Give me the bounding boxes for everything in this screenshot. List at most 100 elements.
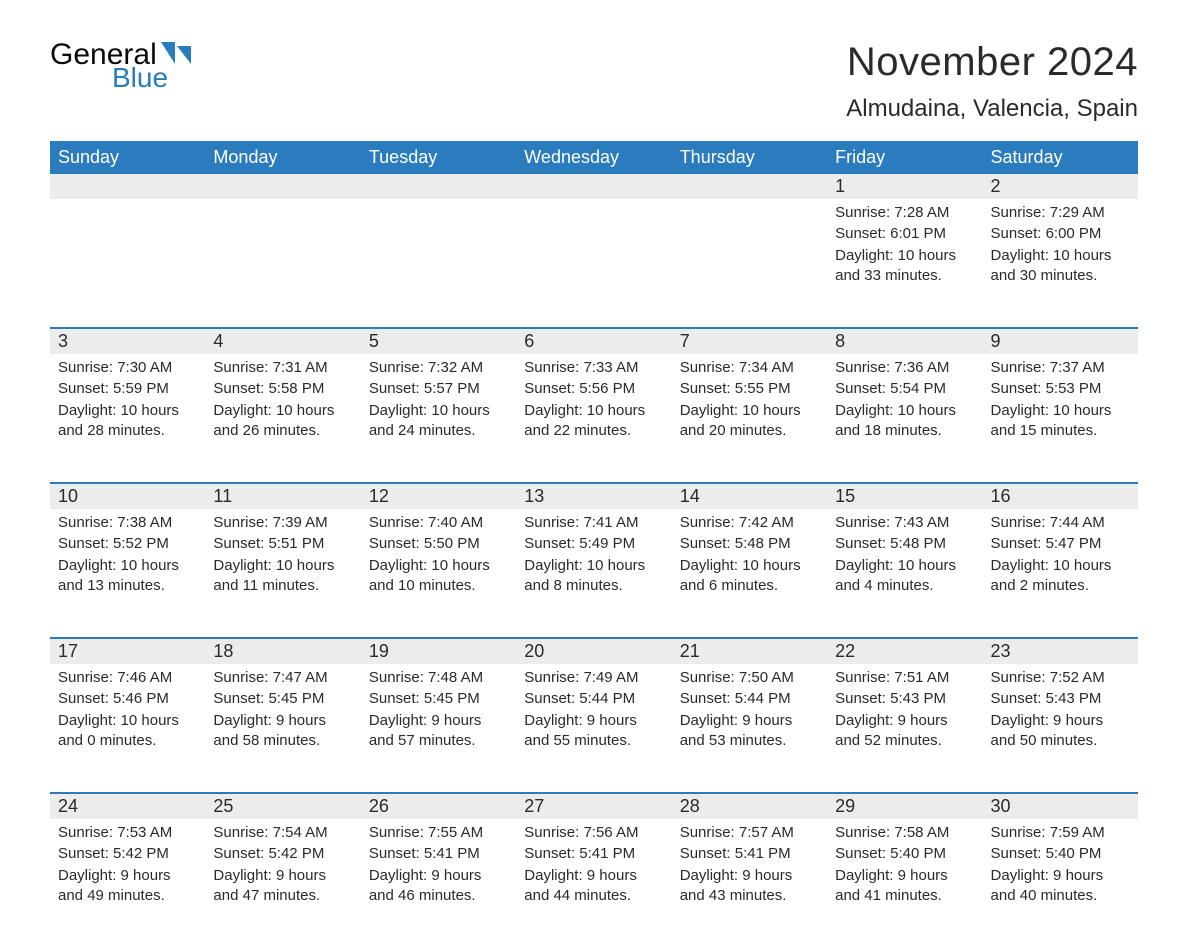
day-body: Sunrise: 7:29 AMSunset: 6:00 PMDaylight:… (983, 199, 1138, 297)
day-number: . (205, 174, 360, 199)
day-body (672, 199, 827, 213)
day-number: 30 (983, 794, 1138, 819)
sunrise-text: Sunrise: 7:55 AM (369, 823, 508, 843)
daylight-text: Daylight: 10 hours and 4 minutes. (835, 556, 974, 597)
day-number: 8 (827, 329, 982, 354)
day-body: Sunrise: 7:53 AMSunset: 5:42 PMDaylight:… (50, 819, 205, 917)
day-cell: Sunrise: 7:48 AMSunset: 5:45 PMDaylight:… (361, 664, 516, 792)
sunrise-text: Sunrise: 7:30 AM (58, 358, 197, 378)
day-number: 25 (205, 794, 360, 819)
day-body: Sunrise: 7:38 AMSunset: 5:52 PMDaylight:… (50, 509, 205, 607)
daylight-text: Daylight: 9 hours and 41 minutes. (835, 866, 974, 907)
day-cell: Sunrise: 7:40 AMSunset: 5:50 PMDaylight:… (361, 509, 516, 637)
sunset-text: Sunset: 5:59 PM (58, 379, 197, 399)
day-number: 1 (827, 174, 982, 199)
dayhead-sunday: Sunday (50, 141, 205, 174)
daylight-text: Daylight: 10 hours and 18 minutes. (835, 401, 974, 442)
day-number: 24 (50, 794, 205, 819)
day-body: Sunrise: 7:54 AMSunset: 5:42 PMDaylight:… (205, 819, 360, 917)
day-number: 28 (672, 794, 827, 819)
day-cell: Sunrise: 7:39 AMSunset: 5:51 PMDaylight:… (205, 509, 360, 637)
sunset-text: Sunset: 5:58 PM (213, 379, 352, 399)
sunrise-text: Sunrise: 7:48 AM (369, 668, 508, 688)
sunrise-text: Sunrise: 7:41 AM (524, 513, 663, 533)
daylight-text: Daylight: 9 hours and 58 minutes. (213, 711, 352, 752)
day-body: Sunrise: 7:59 AMSunset: 5:40 PMDaylight:… (983, 819, 1138, 917)
sunrise-text: Sunrise: 7:59 AM (991, 823, 1130, 843)
sunset-text: Sunset: 5:45 PM (213, 689, 352, 709)
day-number: 4 (205, 329, 360, 354)
daynum-row: 10111213141516 (50, 482, 1138, 509)
sunrise-text: Sunrise: 7:50 AM (680, 668, 819, 688)
sunset-text: Sunset: 5:41 PM (680, 844, 819, 864)
day-body (50, 199, 205, 213)
day-cell: Sunrise: 7:59 AMSunset: 5:40 PMDaylight:… (983, 819, 1138, 947)
week-row: Sunrise: 7:46 AMSunset: 5:46 PMDaylight:… (50, 664, 1138, 792)
day-number: 21 (672, 639, 827, 664)
day-number: 18 (205, 639, 360, 664)
sunset-text: Sunset: 5:40 PM (991, 844, 1130, 864)
day-cell: Sunrise: 7:37 AMSunset: 5:53 PMDaylight:… (983, 354, 1138, 482)
day-body: Sunrise: 7:40 AMSunset: 5:50 PMDaylight:… (361, 509, 516, 607)
daynum-row: 24252627282930 (50, 792, 1138, 819)
sunrise-text: Sunrise: 7:34 AM (680, 358, 819, 378)
daylight-text: Daylight: 9 hours and 40 minutes. (991, 866, 1130, 907)
day-number: 7 (672, 329, 827, 354)
day-cell (361, 199, 516, 327)
daylight-text: Daylight: 9 hours and 47 minutes. (213, 866, 352, 907)
sunset-text: Sunset: 5:55 PM (680, 379, 819, 399)
day-cell: Sunrise: 7:46 AMSunset: 5:46 PMDaylight:… (50, 664, 205, 792)
day-cell: Sunrise: 7:54 AMSunset: 5:42 PMDaylight:… (205, 819, 360, 947)
day-body: Sunrise: 7:28 AMSunset: 6:01 PMDaylight:… (827, 199, 982, 297)
day-number: 17 (50, 639, 205, 664)
day-body: Sunrise: 7:37 AMSunset: 5:53 PMDaylight:… (983, 354, 1138, 452)
dayhead-tuesday: Tuesday (361, 141, 516, 174)
day-body: Sunrise: 7:58 AMSunset: 5:40 PMDaylight:… (827, 819, 982, 917)
week-row: Sunrise: 7:28 AMSunset: 6:01 PMDaylight:… (50, 199, 1138, 327)
day-cell (205, 199, 360, 327)
day-cell: Sunrise: 7:47 AMSunset: 5:45 PMDaylight:… (205, 664, 360, 792)
sunrise-text: Sunrise: 7:33 AM (524, 358, 663, 378)
daylight-text: Daylight: 9 hours and 50 minutes. (991, 711, 1130, 752)
day-body: Sunrise: 7:49 AMSunset: 5:44 PMDaylight:… (516, 664, 671, 762)
day-number: 5 (361, 329, 516, 354)
sunrise-text: Sunrise: 7:29 AM (991, 203, 1130, 223)
sunrise-text: Sunrise: 7:53 AM (58, 823, 197, 843)
sunset-text: Sunset: 5:41 PM (369, 844, 508, 864)
logo: General Blue (50, 40, 199, 92)
day-cell: Sunrise: 7:57 AMSunset: 5:41 PMDaylight:… (672, 819, 827, 947)
day-number: . (361, 174, 516, 199)
day-cell: Sunrise: 7:33 AMSunset: 5:56 PMDaylight:… (516, 354, 671, 482)
daylight-text: Daylight: 10 hours and 13 minutes. (58, 556, 197, 597)
day-body: Sunrise: 7:57 AMSunset: 5:41 PMDaylight:… (672, 819, 827, 917)
dayhead-saturday: Saturday (983, 141, 1138, 174)
day-header-row: Sunday Monday Tuesday Wednesday Thursday… (50, 141, 1138, 174)
day-cell: Sunrise: 7:34 AMSunset: 5:55 PMDaylight:… (672, 354, 827, 482)
day-cell: Sunrise: 7:56 AMSunset: 5:41 PMDaylight:… (516, 819, 671, 947)
sunrise-text: Sunrise: 7:56 AM (524, 823, 663, 843)
sunrise-text: Sunrise: 7:47 AM (213, 668, 352, 688)
day-number: 15 (827, 484, 982, 509)
daynum-row: 17181920212223 (50, 637, 1138, 664)
sunset-text: Sunset: 5:41 PM (524, 844, 663, 864)
day-cell: Sunrise: 7:50 AMSunset: 5:44 PMDaylight:… (672, 664, 827, 792)
sunrise-text: Sunrise: 7:39 AM (213, 513, 352, 533)
daylight-text: Daylight: 10 hours and 22 minutes. (524, 401, 663, 442)
sunrise-text: Sunrise: 7:31 AM (213, 358, 352, 378)
sunrise-text: Sunrise: 7:52 AM (991, 668, 1130, 688)
day-number: 26 (361, 794, 516, 819)
daylight-text: Daylight: 10 hours and 30 minutes. (991, 246, 1130, 287)
day-cell: Sunrise: 7:51 AMSunset: 5:43 PMDaylight:… (827, 664, 982, 792)
day-body: Sunrise: 7:52 AMSunset: 5:43 PMDaylight:… (983, 664, 1138, 762)
day-number: 14 (672, 484, 827, 509)
sunset-text: Sunset: 5:44 PM (680, 689, 819, 709)
day-number: 27 (516, 794, 671, 819)
daylight-text: Daylight: 10 hours and 8 minutes. (524, 556, 663, 597)
sunrise-text: Sunrise: 7:58 AM (835, 823, 974, 843)
daylight-text: Daylight: 10 hours and 10 minutes. (369, 556, 508, 597)
sunset-text: Sunset: 5:51 PM (213, 534, 352, 554)
sunrise-text: Sunrise: 7:32 AM (369, 358, 508, 378)
sunrise-text: Sunrise: 7:40 AM (369, 513, 508, 533)
day-body: Sunrise: 7:30 AMSunset: 5:59 PMDaylight:… (50, 354, 205, 452)
day-number: 23 (983, 639, 1138, 664)
